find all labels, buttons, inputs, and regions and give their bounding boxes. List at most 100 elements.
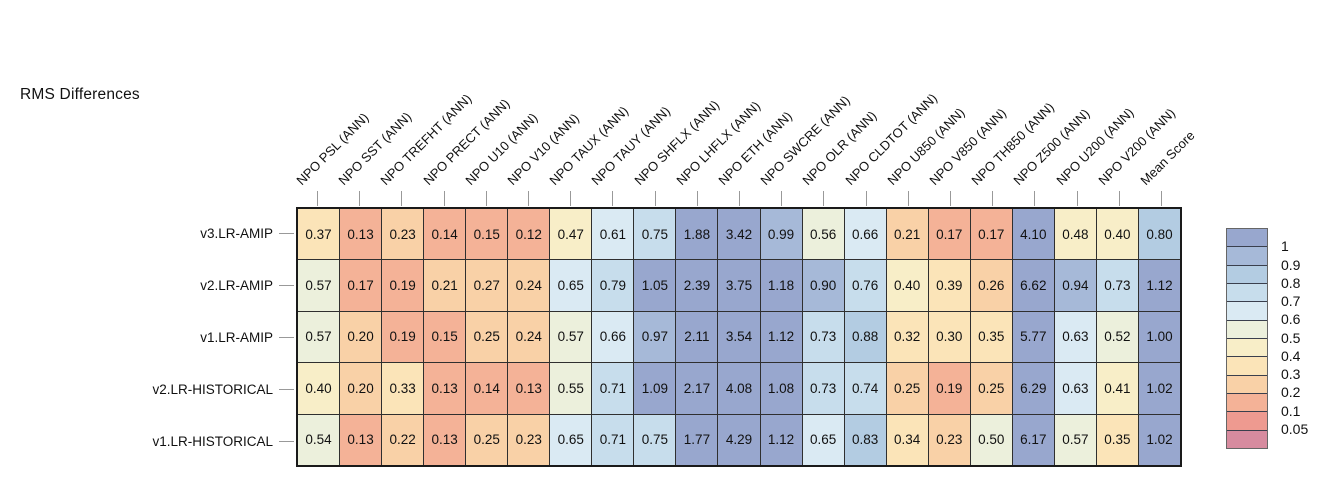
heatmap-cell: 0.73 [802,363,844,414]
heatmap-cell: 0.23 [508,414,550,465]
row-tick [279,441,294,442]
heatmap-cell: 0.73 [802,311,844,363]
heatmap-cell: 3.42 [718,209,760,260]
row-tick [279,285,294,286]
heatmap-cell: 0.20 [340,311,382,363]
column-tick [866,191,867,206]
column-tick [612,191,613,206]
heatmap-cell: 0.90 [802,260,844,311]
heatmap-cell: 0.99 [760,209,802,260]
heatmap-cell: 0.40 [298,363,340,414]
heatmap-cell: 0.76 [844,260,886,311]
heatmap-cell: 1.12 [760,311,802,363]
column-label: NPO ETH (ANN) [715,108,795,188]
heatmap-cell: 4.08 [718,363,760,414]
heatmap-cell: 1.12 [760,414,802,465]
heatmap-cell: 0.80 [1138,209,1180,260]
legend-tick-label: 0.6 [1281,311,1301,328]
heatmap-cell: 0.23 [928,414,970,465]
heatmap-cell: 0.19 [928,363,970,414]
heatmap-cell: 0.22 [382,414,424,465]
heatmap-cell: 0.25 [886,363,928,414]
column-label: NPO Z500 (ANN) [1010,105,1093,188]
legend-color-band [1227,229,1267,247]
column-label: NPO OLR (ANN) [799,107,880,188]
heatmap-cell: 0.73 [1096,260,1138,311]
heatmap-cell: 0.19 [382,311,424,363]
heatmap-cell: 1.08 [760,363,802,414]
column-tick [1119,191,1120,206]
heatmap-cell: 0.50 [970,414,1012,465]
column-tick [697,191,698,206]
heatmap-cell: 0.97 [634,311,676,363]
heatmap-cell: 0.15 [424,311,466,363]
heatmap-cell: 0.57 [298,311,340,363]
heatmap-cell: 3.54 [718,311,760,363]
heatmap-cell: 2.11 [676,311,718,363]
legend-tick-label: 0.05 [1281,420,1309,437]
heatmap-cell: 1.12 [1138,260,1180,311]
column-label: NPO U200 (ANN) [1052,104,1137,188]
legend-tick-label: 0.7 [1281,293,1301,309]
legend-color-band [1227,392,1267,412]
color-legend [1226,228,1268,449]
legend-color-band [1227,264,1267,283]
column-tick [1161,191,1162,206]
row-label: v1.LR-AMIP [200,329,273,345]
heatmap-cell: 0.14 [424,209,466,260]
heatmap-cell: 0.25 [970,363,1012,414]
heatmap-cell: 0.94 [1054,260,1096,311]
column-tick [359,191,360,206]
column-label: NPO U10 (ANN) [462,109,541,188]
heatmap-cell: 0.20 [340,363,382,414]
heatmap-cell: 4.29 [718,414,760,465]
heatmap-cell: 1.05 [634,260,676,311]
heatmap-cell: 0.13 [424,363,466,414]
column-label: NPO TAUY (ANN) [588,103,674,188]
column-tick [655,191,656,206]
column-label: NPO PSL (ANN) [293,109,372,188]
heatmap-cell: 0.65 [550,260,592,311]
row-tick [279,233,294,234]
column-tick [401,191,402,206]
heatmap-cell: 0.74 [844,363,886,414]
heatmap-cell: 6.62 [1012,260,1054,311]
heatmap-cell: 0.25 [466,311,508,363]
column-tick [781,191,782,206]
heatmap-cell: 0.52 [1096,311,1138,363]
column-tick [486,191,487,206]
heatmap-cell: 0.13 [508,363,550,414]
legend-color-band [1227,374,1267,393]
column-tick [823,191,824,206]
heatmap-cell: 0.88 [844,311,886,363]
legend-tick-label: 0.8 [1281,274,1301,291]
heatmap-cell: 0.56 [802,209,844,260]
heatmap-cell: 0.57 [550,311,592,363]
heatmap-cell: 0.41 [1096,363,1138,414]
heatmap-cell: 0.25 [466,414,508,465]
column-tick [528,191,529,206]
heatmap-cell: 5.77 [1012,311,1054,363]
legend-tick-label: 1 [1281,238,1289,255]
legend-color-band [1227,337,1267,357]
legend-tick-label: 0.5 [1281,329,1301,346]
column-tick [992,191,993,206]
legend-color-band [1227,301,1267,320]
legend-color-band [1227,319,1267,338]
column-label: NPO U850 (ANN) [884,104,968,188]
chart-title: RMS Differences [20,86,140,103]
heatmap-cell: 0.17 [928,209,970,260]
legend-color-band [1227,246,1267,265]
heatmap-cell: 0.23 [382,209,424,260]
heatmap-cell: 0.75 [634,414,676,465]
heatmap-cell: 0.21 [886,209,928,260]
heatmap-cell: 0.37 [298,209,340,260]
heatmap-cell: 0.63 [1054,363,1096,414]
heatmap-cell: 0.75 [634,209,676,260]
heatmap-grid: 0.37 0.13 0.23 0.14 0.15 0.12 0.47 0.61 0.75 1.88… [296,207,1182,467]
heatmap-cell: 0.13 [340,414,382,465]
column-tick [950,191,951,206]
heatmap-cell: 0.24 [508,260,550,311]
heatmap-cell: 0.17 [970,209,1012,260]
heatmap-cell: 0.39 [928,260,970,311]
